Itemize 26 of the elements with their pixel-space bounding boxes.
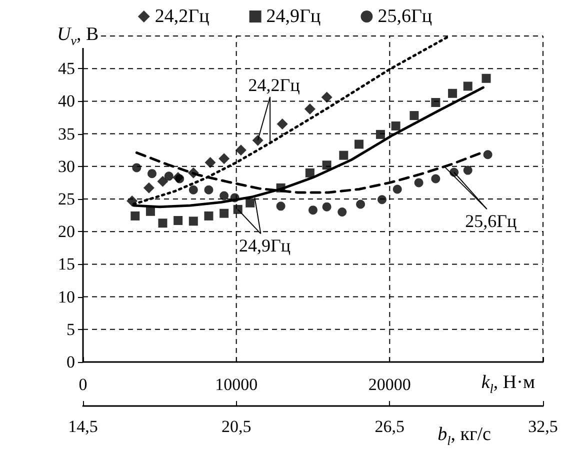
legend-label: 25,6Гц (378, 6, 432, 27)
annotation: 24,9Гц (238, 236, 291, 256)
y-tick-label: 20 (58, 222, 75, 242)
x-axis-title: k$_{l}$, Н·м (479, 372, 537, 396)
y-tick-label: 40 (58, 92, 75, 111)
y-tick-label: 45 (58, 59, 75, 78)
x-tick-label: 0 (78, 375, 88, 394)
x2-axis-title: b$_{l}$, кг/с (436, 424, 493, 448)
legend-label: 24,2Гц (154, 6, 210, 27)
annotation: 25,6Гц (465, 211, 517, 232)
y-tick-label: 5 (66, 320, 75, 339)
x2-tick-label: 20,5 (221, 417, 252, 436)
y-tick-label: 30 (58, 156, 75, 176)
y-tick-label: 35 (58, 124, 75, 144)
x2-tick-label: 26,5 (374, 417, 405, 436)
y-axis-title: U$_{v}$, В (55, 24, 101, 48)
y-tick-label: 25 (58, 190, 75, 208)
x2-tick-label: 14,5 (68, 417, 98, 436)
y-tick-label: 15 (58, 254, 75, 274)
x-tick-label: 20000 (368, 375, 411, 394)
legend-label: 24,9Гц (266, 6, 321, 27)
x2-tick-label: 32,5 (528, 417, 558, 436)
y-tick-label: 0 (66, 352, 75, 372)
x-tick-label: 10000 (215, 375, 258, 394)
annotation: 24,2Гц (248, 74, 300, 95)
y-tick-label: 10 (58, 287, 75, 306)
